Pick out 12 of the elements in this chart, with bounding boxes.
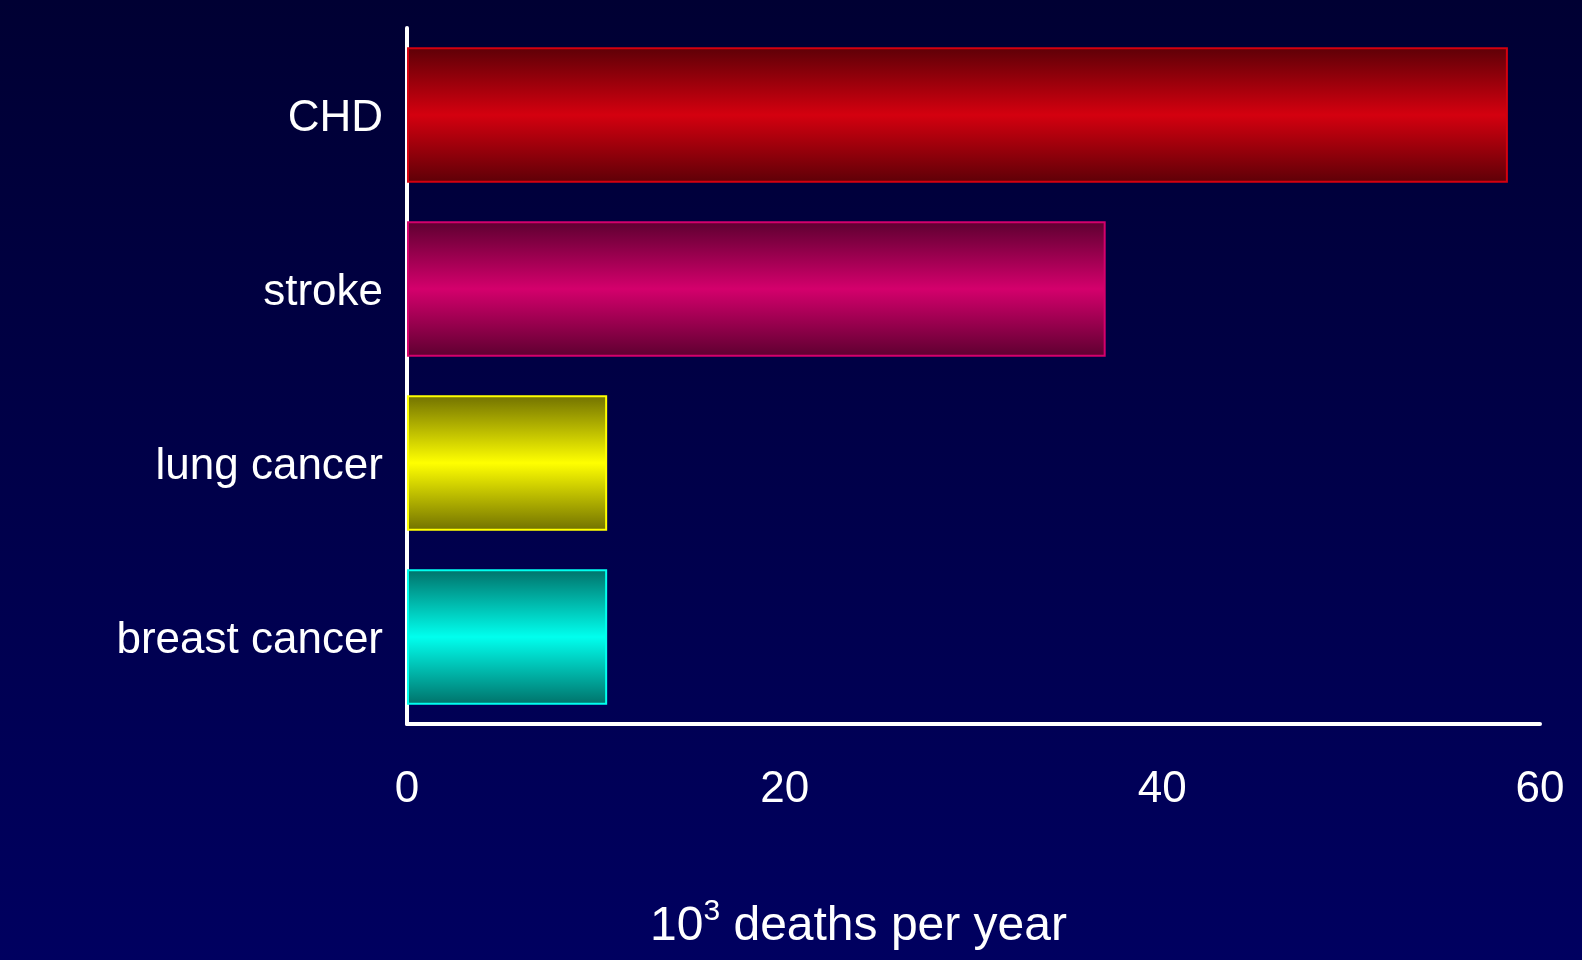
y-tick-label: CHD bbox=[287, 90, 383, 140]
x-tick-label: 0 bbox=[394, 761, 420, 811]
bar bbox=[407, 221, 1106, 357]
x-tick-label: 60 bbox=[1515, 761, 1565, 811]
x-tick-label: 40 bbox=[1137, 761, 1187, 811]
bar bbox=[407, 395, 608, 531]
bar bbox=[407, 47, 1508, 183]
y-tick-label: breast cancer bbox=[116, 612, 383, 662]
y-tick-label: lung cancer bbox=[155, 438, 383, 488]
bar bbox=[407, 569, 608, 705]
y-tick-label: stroke bbox=[263, 264, 383, 314]
x-tick-label: 20 bbox=[760, 761, 810, 811]
